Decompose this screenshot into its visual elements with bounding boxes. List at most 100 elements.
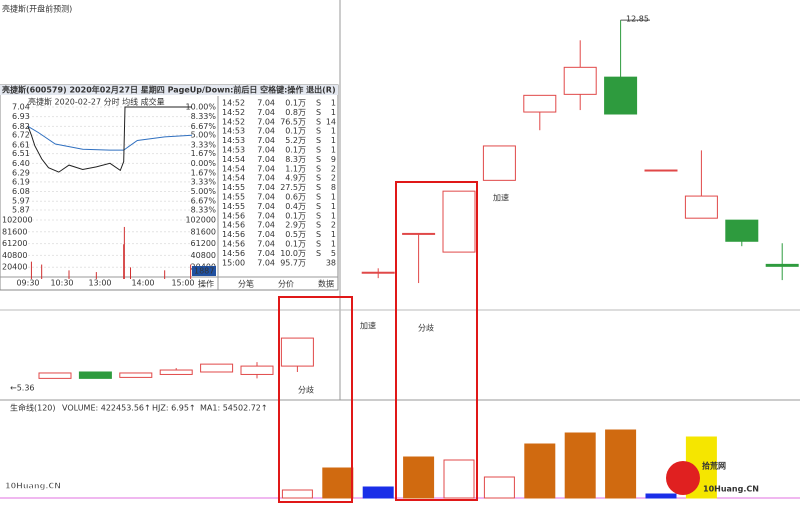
pct-label: 8.33% <box>191 112 217 121</box>
tick-cell: 7.04 <box>257 127 275 136</box>
candle-body <box>563 66 597 95</box>
candle-body <box>361 271 395 274</box>
candle-body <box>38 372 72 379</box>
avg-line <box>27 125 193 151</box>
tick-cell: 76.5万 <box>280 117 306 126</box>
tick-cell: 5 <box>331 249 336 258</box>
tick-cell: 1 <box>331 240 336 249</box>
tick-cell: 1 <box>331 146 336 155</box>
price-mark-label: 12.85 <box>626 15 649 24</box>
vol-tick-label: 40800 <box>2 251 27 260</box>
watermark: 10Huang.CN <box>703 485 759 494</box>
y-tick-label: 6.19 <box>12 177 30 186</box>
tick-cell: 7.04 <box>257 202 275 211</box>
intraday-panel: 亮捷斯(600579) 2020年02月27日 星期四 PageUp/Down:… <box>0 84 339 291</box>
page-title: 亮捷斯(开盘前预测) <box>2 4 72 14</box>
tick-cell: 7.04 <box>257 193 275 202</box>
tick-cell: S <box>316 127 321 136</box>
tick-cell: 7.04 <box>257 230 275 239</box>
tick-cell: 15:00 <box>222 258 245 267</box>
price-line <box>27 106 192 173</box>
tick-cell: 1 <box>331 230 336 239</box>
volume-bar <box>281 489 313 499</box>
candle-body <box>78 371 112 379</box>
tick-cell: 7.04 <box>257 258 275 267</box>
pct-label: 0.00% <box>191 159 217 168</box>
vol-tick-label: 102000 <box>2 216 33 225</box>
y-tick-label: 6.08 <box>12 187 30 196</box>
panel-header <box>0 85 338 95</box>
volume-header: HJZ: 6.95↑ <box>152 404 196 413</box>
tick-cell: 38 <box>326 258 336 267</box>
tick-cell: 8.3万 <box>285 155 306 164</box>
panel-legend: 亮捷斯 2020-02-27 分时 均线 成交量 <box>28 97 165 107</box>
candle-body <box>684 195 718 219</box>
time-label: 14:00 <box>131 279 154 288</box>
tick-cell: 0.1万 <box>285 240 306 249</box>
y-tick-label: 6.82 <box>12 122 30 131</box>
tick-cell: 0.5万 <box>285 230 306 239</box>
candle-body <box>402 232 436 235</box>
tick-cell: 1 <box>331 193 336 202</box>
tab[interactable]: 分笔 <box>238 279 254 289</box>
candle-body <box>159 369 193 375</box>
vol-tick-label: 81600 <box>191 227 216 236</box>
y-tick-label: 5.87 <box>12 206 30 215</box>
tick-cell: 0.4万 <box>285 202 306 211</box>
y-tick-label: 5.97 <box>12 197 30 206</box>
watermarks: 10Huang.CN 拾荒网 10Huang.CN <box>5 461 759 495</box>
candle-body <box>644 169 678 172</box>
tick-cell: 1 <box>331 202 336 211</box>
tab[interactable]: 分价 <box>278 280 294 289</box>
candle-body <box>442 190 476 253</box>
volume-bar <box>483 476 515 499</box>
tick-cell: 14:56 <box>222 211 245 220</box>
y-tick-label: 6.29 <box>12 169 30 178</box>
tick-cell: 1 <box>331 211 336 220</box>
tick-cell: 1 <box>331 108 336 117</box>
time-label: 09:30 <box>16 279 39 288</box>
tick-cell: S <box>316 249 321 258</box>
volume-header: VOLUME: 422453.56↑ <box>62 404 151 413</box>
tick-cell: 7.04 <box>257 240 275 249</box>
tick-cell: S <box>316 174 321 183</box>
tick-cell: 14:52 <box>222 117 245 126</box>
vol-tick-label: 102000 <box>185 216 216 225</box>
tick-cell: 1.1万 <box>285 164 306 173</box>
tick-cell: 4.9万 <box>285 174 306 183</box>
pct-label: 6.67% <box>191 197 217 206</box>
tick-cell: S <box>316 146 321 155</box>
tick-cell: 7.04 <box>257 183 275 192</box>
tick-cell: 14:54 <box>222 174 245 183</box>
watermark: 10Huang.CN <box>5 482 61 491</box>
volume-bar <box>362 486 394 499</box>
tick-cell: 14:56 <box>222 240 245 249</box>
tick-cell: 0.1万 <box>285 146 306 155</box>
tick-cell: 10.0万 <box>280 249 306 258</box>
main-chart: 12.85 ←5.36 生命线(120) VOLUME: 422453.56↑ HJZ:… <box>10 15 799 499</box>
time-label: 15:00 <box>171 279 194 288</box>
y-tick-label: 7.04 <box>12 103 30 112</box>
tick-cell: 2.9万 <box>285 221 306 230</box>
volume-bar <box>564 432 596 499</box>
tick-cell: 8 <box>331 183 336 192</box>
volume-bar <box>322 467 354 499</box>
candle-body <box>604 76 638 115</box>
tick-cell: S <box>316 211 321 220</box>
volume-bar <box>524 443 556 499</box>
tick-cell: 7.04 <box>257 117 275 126</box>
vol-tick-label: 40800 <box>191 251 216 260</box>
annotation: 加速 <box>360 321 376 331</box>
tick-cell: 14:56 <box>222 230 245 239</box>
tab[interactable]: 数据 <box>318 279 334 289</box>
highlight-box <box>278 296 353 503</box>
tick-cell: 14:55 <box>222 202 245 211</box>
tick-cell: S <box>316 202 321 211</box>
vol-tick-label: 61200 <box>191 239 216 248</box>
tick-cell: 14 <box>326 117 336 126</box>
tick-cell: 7.04 <box>257 108 275 117</box>
tick-cell: S <box>316 183 321 192</box>
candle-body <box>482 145 516 181</box>
op-label: 操作 <box>198 279 214 289</box>
